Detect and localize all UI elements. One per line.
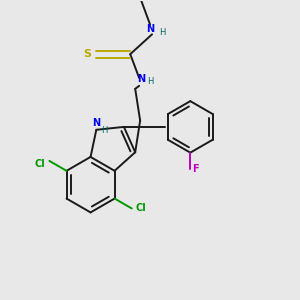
- Text: F: F: [192, 164, 199, 173]
- Text: Cl: Cl: [136, 203, 146, 214]
- Text: N: N: [92, 118, 101, 128]
- Text: N: N: [137, 74, 145, 84]
- Text: Cl: Cl: [35, 159, 45, 169]
- Text: H: H: [159, 28, 165, 37]
- Text: N: N: [146, 24, 154, 34]
- Text: H: H: [101, 126, 107, 135]
- Text: S: S: [84, 49, 92, 59]
- Text: H: H: [147, 77, 154, 86]
